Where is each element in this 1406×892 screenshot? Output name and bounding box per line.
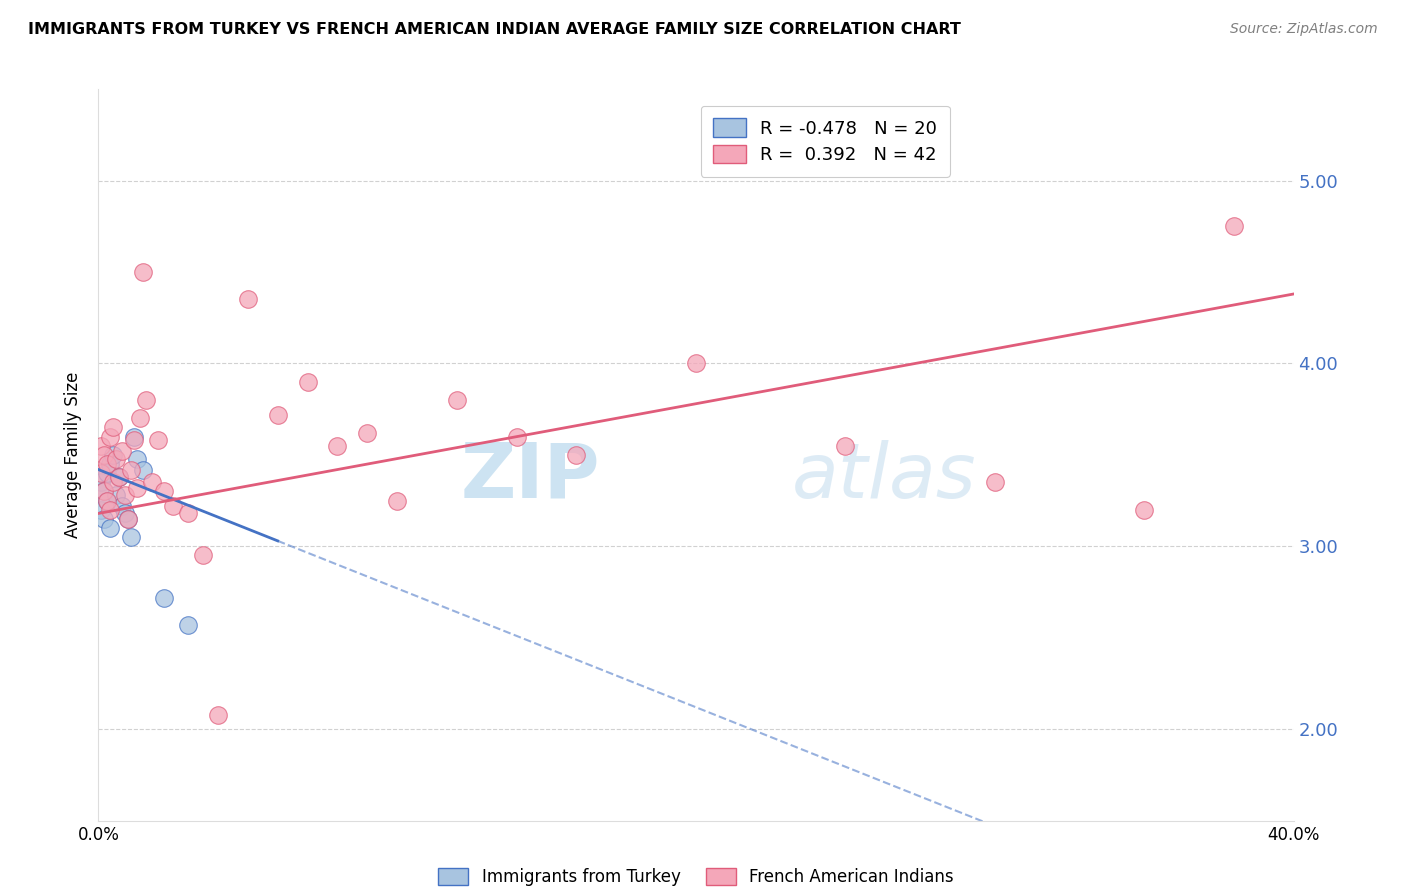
Legend: Immigrants from Turkey, French American Indians: Immigrants from Turkey, French American …: [432, 862, 960, 892]
Point: [117, 512, 139, 526]
Point: [93, 448, 115, 462]
Point: [141, 475, 163, 490]
Point: [124, 430, 146, 444]
Point: [565, 448, 588, 462]
Point: [90, 475, 112, 490]
Point: [132, 462, 155, 476]
Point: [135, 392, 157, 407]
Point: [108, 470, 131, 484]
Text: Source: ZipAtlas.com: Source: ZipAtlas.com: [1230, 22, 1378, 37]
Point: [90, 466, 112, 480]
Point: [96, 457, 118, 471]
Point: [96, 493, 118, 508]
Point: [103, 420, 125, 434]
Point: [100, 521, 122, 535]
Point: [117, 512, 139, 526]
Point: [385, 493, 409, 508]
Point: [93, 484, 115, 499]
Point: [177, 507, 200, 521]
Point: [124, 434, 146, 448]
Point: [114, 507, 136, 521]
Point: [177, 618, 200, 632]
Point: [103, 448, 125, 462]
Point: [685, 356, 707, 371]
Point: [114, 488, 136, 502]
Point: [129, 411, 152, 425]
Point: [207, 707, 229, 722]
Point: [356, 425, 378, 440]
Point: [100, 430, 122, 444]
Point: [297, 375, 319, 389]
Y-axis label: Average Family Size: Average Family Size: [65, 372, 83, 538]
Point: [100, 457, 122, 471]
Point: [105, 488, 128, 502]
Point: [506, 430, 529, 444]
Point: [153, 591, 176, 605]
Point: [446, 392, 468, 407]
Point: [132, 265, 155, 279]
Point: [93, 512, 115, 526]
Point: [984, 475, 1007, 490]
Point: [326, 439, 349, 453]
Point: [105, 451, 128, 466]
Point: [120, 462, 142, 476]
Point: [108, 470, 131, 484]
Point: [120, 530, 142, 544]
Point: [1133, 503, 1156, 517]
Point: [267, 408, 290, 422]
Point: [111, 499, 134, 513]
Point: [111, 444, 134, 458]
Point: [834, 439, 856, 453]
Point: [127, 451, 149, 466]
Point: [100, 503, 122, 517]
Point: [127, 481, 149, 495]
Point: [96, 466, 118, 480]
Point: [90, 503, 112, 517]
Point: [162, 499, 184, 513]
Point: [93, 484, 115, 499]
Point: [103, 475, 125, 490]
Text: atlas: atlas: [792, 440, 976, 514]
Point: [96, 493, 118, 508]
Point: [1223, 219, 1246, 234]
Point: [90, 439, 112, 453]
Text: ZIP: ZIP: [461, 440, 600, 514]
Point: [236, 293, 259, 307]
Point: [191, 549, 214, 563]
Point: [153, 484, 176, 499]
Point: [148, 434, 170, 448]
Text: IMMIGRANTS FROM TURKEY VS FRENCH AMERICAN INDIAN AVERAGE FAMILY SIZE CORRELATION: IMMIGRANTS FROM TURKEY VS FRENCH AMERICA…: [28, 22, 960, 37]
